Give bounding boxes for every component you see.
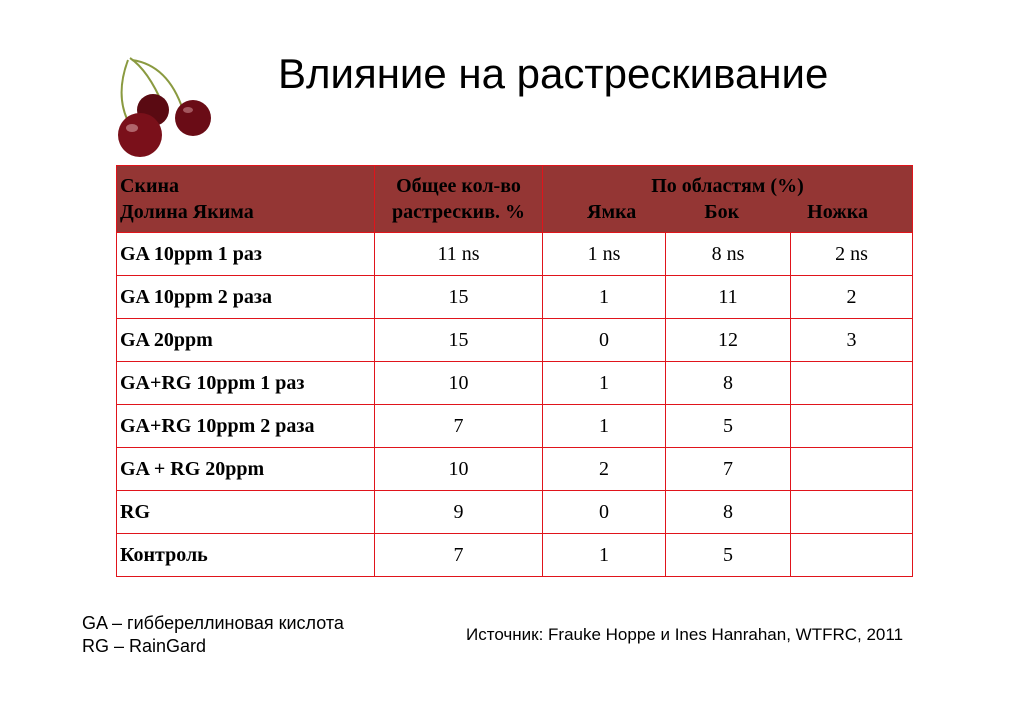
- treatment-cell: GA+RG 10ppm 2 раза: [116, 404, 375, 448]
- value-cell: 11 ns: [374, 232, 543, 276]
- value-cell: 5: [665, 404, 791, 448]
- value-cell: 7: [665, 447, 791, 491]
- table-row: GA + RG 20ppm 10 2 7: [116, 447, 913, 491]
- value-cell: 2: [542, 447, 666, 491]
- legend: GA – гиббереллиновая кислота RG – RainGa…: [82, 612, 344, 658]
- value-cell: 7: [374, 533, 543, 577]
- value-cell: 1: [542, 404, 666, 448]
- value-cell: 2 ns: [790, 232, 913, 276]
- value-cell: 10: [374, 447, 543, 491]
- table-row: GA 20ppm 15 0 12 3: [116, 318, 913, 362]
- table-row: GA+RG 10ppm 1 раз 10 1 8: [116, 361, 913, 405]
- value-cell: 1: [542, 275, 666, 319]
- value-cell: 8: [665, 490, 791, 534]
- value-cell: 0: [542, 490, 666, 534]
- header-line: Общее кол-во: [396, 175, 521, 197]
- value-cell: 5: [665, 533, 791, 577]
- treatment-cell: GA + RG 20ppm: [116, 447, 375, 491]
- value-cell: [790, 361, 913, 405]
- value-cell: [790, 490, 913, 534]
- header-stem: Ножка: [807, 201, 868, 223]
- value-cell: 7: [374, 404, 543, 448]
- treatment-cell: GA+RG 10ppm 1 раз: [116, 361, 375, 405]
- value-cell: [790, 404, 913, 448]
- value-cell: 1 ns: [542, 232, 666, 276]
- value-cell: 1: [542, 361, 666, 405]
- cracking-table: Скина Долина Якима Общее кол-во растреск…: [116, 165, 913, 577]
- header-line: Скина: [120, 175, 180, 197]
- page-title: Влияние на растрескивание: [278, 50, 829, 97]
- table-row: RG 9 0 8: [116, 490, 913, 534]
- treatment-cell: GA 10ppm 2 раза: [116, 275, 375, 319]
- table-row: GA+RG 10ppm 2 раза 7 1 5: [116, 404, 913, 448]
- header-line: растрескив. %: [391, 201, 526, 223]
- table-header-row: Скина Долина Якима Общее кол-во растреск…: [116, 165, 913, 233]
- treatment-cell: RG: [116, 490, 375, 534]
- header-pit: Ямка: [587, 201, 637, 223]
- value-cell: 8: [665, 361, 791, 405]
- value-cell: 8 ns: [665, 232, 791, 276]
- value-cell: 9: [374, 490, 543, 534]
- table-row: GA 10ppm 2 раза 15 1 11 2: [116, 275, 913, 319]
- header-line: Долина Якима: [120, 201, 254, 223]
- value-cell: [790, 533, 913, 577]
- value-cell: 2: [790, 275, 913, 319]
- table-row: Контроль 7 1 5: [116, 533, 913, 577]
- header-total: Общее кол-во растрескив. %: [374, 165, 543, 233]
- legend-ga: GA – гиббереллиновая кислота: [82, 613, 344, 633]
- value-cell: 1: [542, 533, 666, 577]
- cherries-image: [118, 57, 211, 157]
- header-side: Бок: [704, 201, 740, 223]
- table-row: GA 10ppm 1 раз 11 ns 1 ns 8 ns 2 ns: [116, 232, 913, 276]
- value-cell: 15: [374, 318, 543, 362]
- value-cell: 12: [665, 318, 791, 362]
- treatment-cell: GA 10ppm 1 раз: [116, 232, 375, 276]
- value-cell: 0: [542, 318, 666, 362]
- header-variety: Скина Долина Якима: [116, 165, 375, 233]
- value-cell: 3: [790, 318, 913, 362]
- value-cell: 15: [374, 275, 543, 319]
- legend-rg: RG – RainGard: [82, 636, 207, 656]
- value-cell: [790, 447, 913, 491]
- value-cell: 10: [374, 361, 543, 405]
- header-by-area: По областям (%) Ямка Бок Ножка: [542, 165, 913, 233]
- header-group: По областям (%): [651, 175, 804, 197]
- value-cell: 11: [665, 275, 791, 319]
- source-note: Источник: Frauke Hoppe и Ines Hanrahan, …: [466, 625, 904, 644]
- treatment-cell: Контроль: [116, 533, 375, 577]
- treatment-cell: GA 20ppm: [116, 318, 375, 362]
